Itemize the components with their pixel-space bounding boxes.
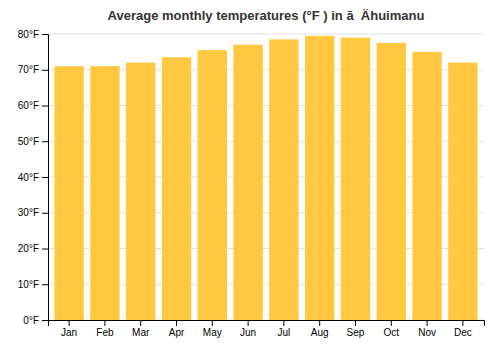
x-tick: Apr <box>169 320 185 338</box>
bar <box>341 38 370 320</box>
bar <box>412 52 441 320</box>
x-tick: Aug <box>311 320 329 338</box>
y-axis-line <box>42 35 49 321</box>
chart: 0°F 10°F 20°F 30°F 40°F 50°F 60°F 70°F 80°F Jan Fe… <box>0 0 500 350</box>
y-tick: 20°F <box>18 243 48 254</box>
x-tick-mark <box>427 320 428 326</box>
y-tick: 10°F <box>18 279 48 290</box>
x-tick-mark <box>462 320 463 326</box>
x-tick: May <box>203 320 222 338</box>
x-tick: Nov <box>418 320 436 338</box>
x-tick-mark <box>212 320 213 326</box>
y-tick-label: 30°F <box>18 207 39 218</box>
y-tick-mark <box>42 34 48 35</box>
y-tick-mark <box>42 249 48 250</box>
y-tick-label: 40°F <box>18 172 39 183</box>
bar <box>54 66 83 320</box>
y-tick: 80°F <box>18 29 48 40</box>
x-tick-mark <box>69 320 70 326</box>
x-tick-mark <box>283 320 284 326</box>
x-tick-label: Dec <box>454 327 472 338</box>
bar <box>162 57 191 320</box>
x-tick-label: Feb <box>96 327 114 338</box>
x-tick: Dec <box>454 320 472 338</box>
x-tick-label: Nov <box>418 327 436 338</box>
plot-area <box>54 36 477 320</box>
bar <box>198 50 227 320</box>
x-tick-label: Jun <box>240 327 256 338</box>
x-tick: Jul <box>277 320 290 338</box>
x-tick: Feb <box>96 320 114 338</box>
bar <box>377 43 406 320</box>
y-tick: 50°F <box>18 136 48 147</box>
y-tick-label: 50°F <box>18 136 39 147</box>
x-tick: Sep <box>347 320 365 338</box>
bar <box>90 66 119 320</box>
bar <box>448 63 477 320</box>
y-tick: 70°F <box>18 64 48 75</box>
x-tick-mark <box>248 320 249 326</box>
x-tick-label: Apr <box>169 327 185 338</box>
x-tick-mark <box>140 320 141 326</box>
y-tick: 60°F <box>18 100 48 111</box>
x-tick-mark <box>319 320 320 326</box>
bar <box>305 36 334 320</box>
x-tick: Oct <box>384 320 400 338</box>
y-tick-mark <box>42 177 48 178</box>
x-tick-label: Mar <box>132 327 150 338</box>
y-tick-label: 10°F <box>18 279 39 290</box>
x-tick: Jun <box>240 320 256 338</box>
y-tick-mark <box>42 320 48 321</box>
y-tick-mark <box>42 213 48 214</box>
y-tick-mark <box>42 284 48 285</box>
y-tick: 40°F <box>18 172 48 183</box>
x-tick-mark <box>104 320 105 326</box>
x-tick-label: Sep <box>347 327 365 338</box>
y-tick-label: 0°F <box>23 315 39 326</box>
y-tick-mark <box>42 141 48 142</box>
y-tick-label: 60°F <box>18 100 39 111</box>
x-tick-label: Oct <box>384 327 400 338</box>
y-tick: 0°F <box>23 315 48 326</box>
grid <box>48 34 484 320</box>
x-axis: Jan Feb Mar Apr May Jun Jul Aug Sep Oct Nov Dec <box>49 320 485 338</box>
bar <box>126 63 155 320</box>
grid-line <box>48 34 484 35</box>
bar <box>269 39 298 320</box>
x-tick-label: Jul <box>277 327 290 338</box>
x-axis-line <box>49 321 485 327</box>
y-tick-mark <box>42 106 48 107</box>
x-tick-label: May <box>203 327 222 338</box>
x-tick: Mar <box>132 320 150 338</box>
x-tick-mark <box>176 320 177 326</box>
y-tick-label: 80°F <box>18 29 39 40</box>
x-tick-mark <box>355 320 356 326</box>
y-axis: 0°F 10°F 20°F 30°F 40°F 50°F 60°F 70°F 80°F <box>18 29 49 326</box>
x-tick-mark <box>391 320 392 326</box>
y-tick-label: 70°F <box>18 64 39 75</box>
y-tick-mark <box>42 70 48 71</box>
bar <box>233 45 262 320</box>
x-tick-label: Aug <box>311 327 329 338</box>
y-tick: 30°F <box>18 207 48 218</box>
x-tick: Jan <box>61 320 77 338</box>
x-tick-label: Jan <box>61 327 77 338</box>
y-tick-label: 20°F <box>18 243 39 254</box>
title: Average monthly temperatures (°F ) in ā … <box>108 8 425 23</box>
